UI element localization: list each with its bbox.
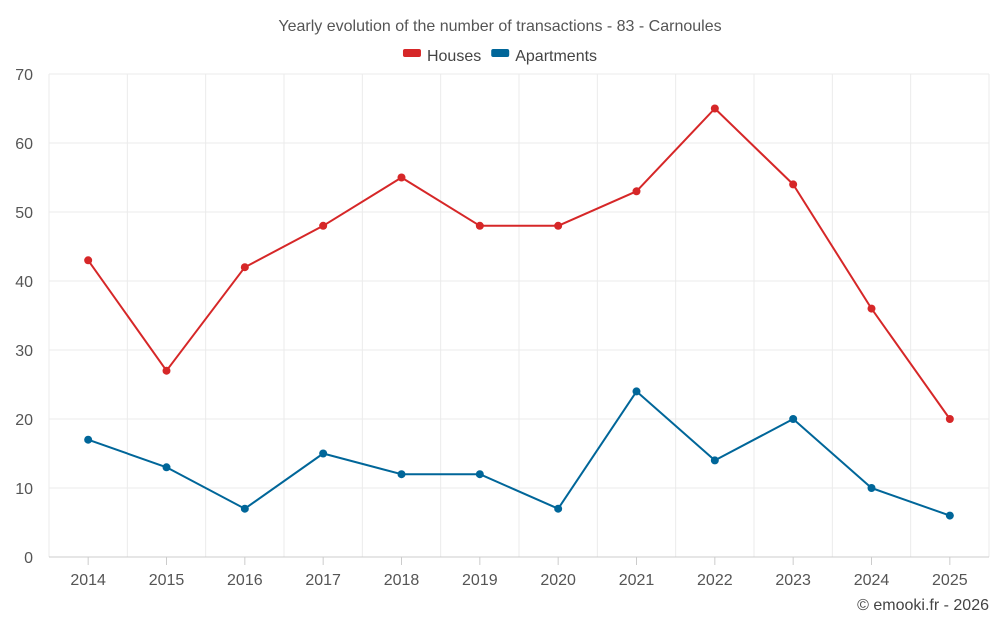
x-tick-label: 2017 [305, 572, 341, 589]
x-tick-label: 2014 [70, 572, 106, 589]
apartments-point[interactable] [84, 435, 93, 444]
apartments-line [87, 390, 951, 517]
apartments-point[interactable] [867, 484, 876, 492]
houses-point[interactable] [789, 180, 798, 189]
x-tick-label: 2015 [149, 572, 185, 589]
legend-item-apartments[interactable]: Apartments [491, 48, 597, 65]
legend: Houses Apartments [402, 48, 597, 65]
series-apartments [84, 387, 954, 520]
houses-point[interactable] [162, 366, 171, 375]
x-tick-label: 2021 [619, 572, 655, 589]
x-tick-label: 2024 [854, 572, 890, 589]
chart-title: Yearly evolution of the number of transa… [278, 18, 721, 35]
credit-text: © emooki.fr - 2026 [857, 597, 989, 614]
y-tick-label: 20 [15, 412, 33, 429]
houses-point[interactable] [84, 256, 93, 265]
apartments-point[interactable] [632, 387, 641, 396]
houses-point[interactable] [554, 221, 563, 230]
x-tick-label: 2023 [775, 572, 811, 589]
grid [48, 73, 990, 557]
y-tick-label: 70 [15, 67, 33, 84]
y-tick-label: 60 [15, 136, 33, 153]
apartments-point[interactable] [710, 456, 719, 465]
apartments-point[interactable] [319, 449, 328, 458]
x-tick-label: 2018 [384, 572, 420, 589]
legend-item-houses[interactable]: Houses [402, 48, 481, 65]
legend-swatch [491, 49, 510, 57]
houses-point[interactable] [632, 187, 641, 196]
x-tick-label: 2019 [462, 572, 498, 589]
houses-point[interactable] [240, 263, 249, 272]
legend-label: Apartments [515, 48, 597, 65]
apartments-point[interactable] [475, 470, 484, 479]
y-tick-label: 40 [15, 274, 33, 291]
x-tick-label: 2016 [227, 572, 263, 589]
houses-point[interactable] [319, 221, 328, 230]
y-tick-label: 30 [15, 343, 33, 360]
apartments-point[interactable] [554, 504, 563, 513]
y-tick-label: 50 [15, 205, 33, 222]
x-tick-label: 2020 [540, 572, 576, 589]
houses-line [87, 107, 951, 420]
houses-point[interactable] [397, 173, 406, 182]
apartments-point[interactable] [789, 415, 798, 423]
series-layer [84, 104, 954, 520]
apartments-point[interactable] [240, 504, 249, 513]
legend-label: Houses [427, 48, 481, 65]
x-tick-label: 2022 [697, 572, 733, 589]
houses-point[interactable] [945, 415, 954, 423]
houses-point[interactable] [710, 104, 719, 113]
apartments-point[interactable] [945, 511, 954, 520]
apartments-point[interactable] [162, 463, 171, 472]
x-tick-label: 2025 [932, 572, 968, 589]
houses-point[interactable] [475, 221, 484, 230]
houses-point[interactable] [867, 304, 876, 313]
apartments-point[interactable] [397, 470, 406, 479]
legend-swatch [402, 49, 421, 57]
y-tick-label: 10 [15, 481, 33, 498]
axes: 0 10 20 30 40 50 60 70 2014 2015 2016 2017 2018 2019 2… [15, 67, 989, 589]
series-houses [84, 104, 954, 423]
y-tick-label: 0 [24, 550, 33, 567]
